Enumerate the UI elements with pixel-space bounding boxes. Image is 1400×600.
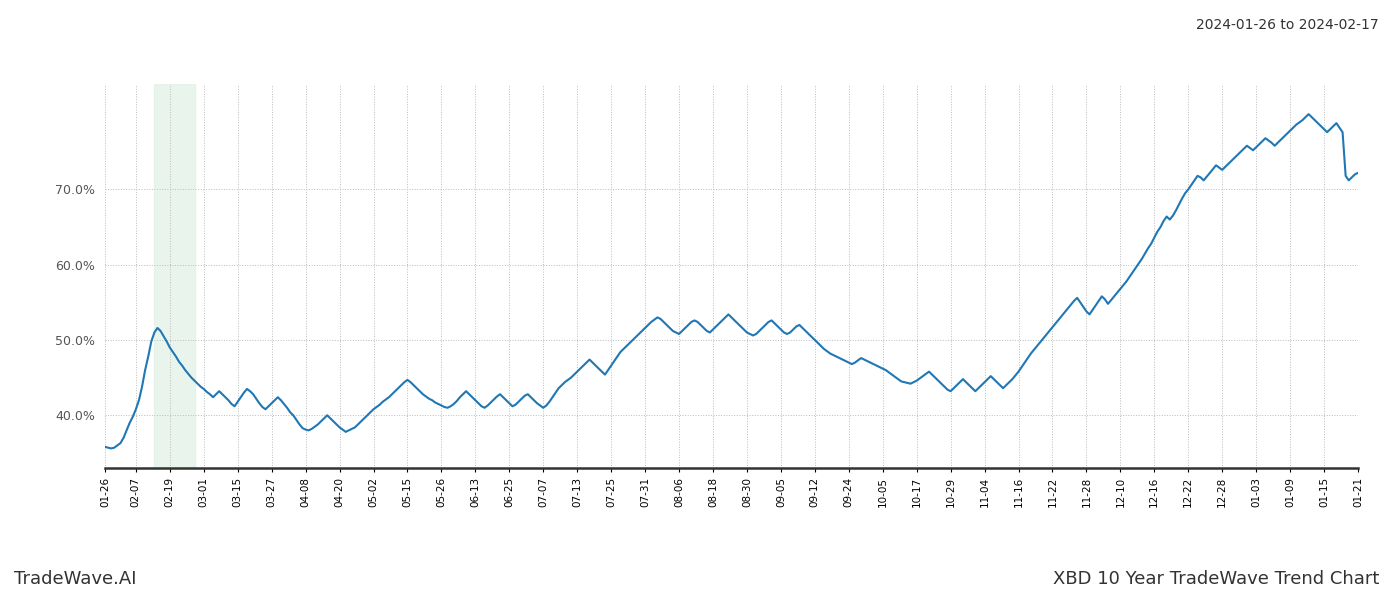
Bar (154, 84, 195, 468)
Text: XBD 10 Year TradeWave Trend Chart: XBD 10 Year TradeWave Trend Chart (1053, 570, 1379, 588)
Text: 2024-01-26 to 2024-02-17: 2024-01-26 to 2024-02-17 (1197, 18, 1379, 32)
Text: TradeWave.AI: TradeWave.AI (14, 570, 137, 588)
